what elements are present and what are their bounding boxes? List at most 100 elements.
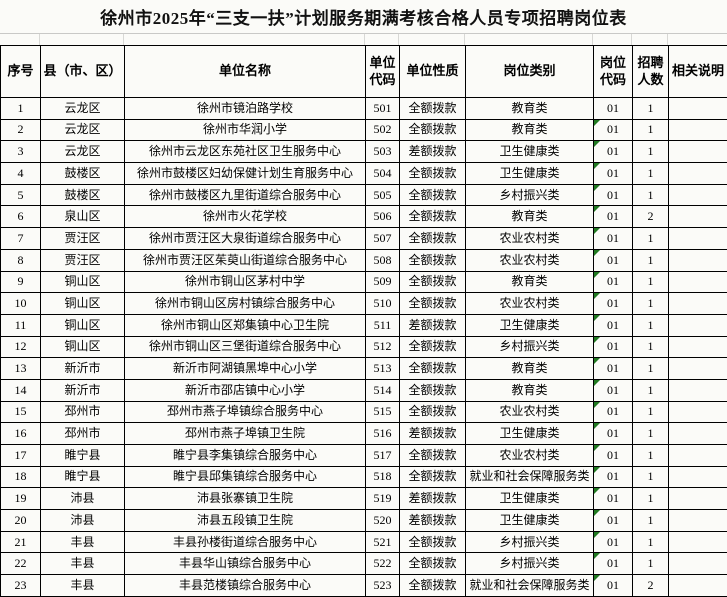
cell-unit-code: 517 bbox=[365, 444, 400, 467]
cell-unit-name: 新沂市邵店镇中心小学 bbox=[124, 378, 366, 402]
cell-no: 23 bbox=[0, 574, 41, 597]
cell-unit-name: 睢宁县李集镇综合服务中心 bbox=[124, 444, 366, 467]
cell-district: 铜山区 bbox=[40, 335, 125, 359]
cell-district: 丰县 bbox=[40, 552, 125, 576]
cell-category: 农业农村类 bbox=[465, 227, 594, 250]
cell-nature: 全额拨款 bbox=[399, 183, 466, 207]
cell-unit-code: 516 bbox=[365, 422, 400, 445]
cell-unit-name: 徐州市贾汪区茱萸山街道综合服务中心 bbox=[124, 248, 366, 272]
green-triangle-marker-icon bbox=[594, 206, 600, 213]
cell-district: 云龙区 bbox=[40, 97, 125, 120]
cell-category: 教育类 bbox=[465, 97, 594, 120]
cell-post-code: 01 bbox=[593, 97, 633, 120]
cell-nature: 全额拨款 bbox=[399, 574, 466, 597]
column-header-category: 岗位类别 bbox=[465, 45, 594, 98]
gridline-cell bbox=[0, 34, 40, 45]
cell-unit-name: 新沂市阿湖镇黑埠中心小学 bbox=[124, 357, 366, 380]
cell-count: 1 bbox=[632, 552, 669, 576]
post-code-value: 01 bbox=[607, 339, 619, 354]
cell-unit-name: 丰县华山镇综合服务中心 bbox=[124, 552, 366, 576]
cell-count: 1 bbox=[632, 378, 669, 402]
cell-note bbox=[668, 227, 727, 250]
cell-post-code: 01 bbox=[593, 487, 633, 511]
cell-no: 14 bbox=[0, 378, 41, 402]
table-row: 9 铜山区 徐州市铜山区茅村中学 509 全额拨款 教育类 01 1 bbox=[0, 270, 727, 294]
cell-post-code: 01 bbox=[593, 118, 633, 142]
cell-note bbox=[668, 162, 727, 185]
table-row: 10 铜山区 徐州市铜山区房村镇综合服务中心 510 全额拨款 农业农村类 01… bbox=[0, 292, 727, 315]
post-code-value: 01 bbox=[607, 512, 619, 527]
cell-unit-name: 邳州市燕子埠镇综合服务中心 bbox=[124, 400, 366, 424]
cell-post-code: 01 bbox=[593, 552, 633, 576]
table-row: 3 云龙区 徐州市云龙区东苑社区卫生服务中心 503 差额拨款 卫生健康类 01… bbox=[0, 140, 727, 164]
cell-unit-code: 520 bbox=[365, 509, 400, 532]
cell-district: 贾汪区 bbox=[40, 227, 125, 250]
cell-district: 铜山区 bbox=[40, 292, 125, 315]
cell-note bbox=[668, 357, 727, 380]
cell-no: 3 bbox=[0, 140, 41, 164]
cell-no: 5 bbox=[0, 183, 41, 207]
table-row: 15 邳州市 邳州市燕子埠镇综合服务中心 515 全额拨款 农业农村类 01 1 bbox=[0, 400, 727, 424]
cell-count: 1 bbox=[632, 227, 669, 250]
cell-count: 2 bbox=[632, 574, 669, 597]
green-triangle-marker-icon bbox=[594, 575, 600, 582]
cell-district: 邳州市 bbox=[40, 422, 125, 445]
cell-post-code: 01 bbox=[593, 270, 633, 294]
cell-no: 17 bbox=[0, 444, 41, 467]
cell-district: 鼓楼区 bbox=[40, 183, 125, 207]
post-code-value: 01 bbox=[607, 252, 619, 267]
cell-unit-name: 徐州市镜泊路学校 bbox=[124, 97, 366, 120]
cell-count: 1 bbox=[632, 530, 669, 554]
cell-category: 教育类 bbox=[465, 270, 594, 294]
green-triangle-marker-icon bbox=[594, 510, 600, 517]
cell-post-code: 01 bbox=[593, 205, 633, 229]
cell-note bbox=[668, 248, 727, 272]
cell-count: 1 bbox=[632, 509, 669, 532]
cell-district: 鼓楼区 bbox=[40, 162, 125, 185]
recruitment-positions-table: 序号 县（市、区） 单位名称 单位 代码 单位性质 岗位类别 岗位 代码 招聘 … bbox=[0, 45, 727, 597]
cell-district: 邳州市 bbox=[40, 400, 125, 424]
cell-unit-code: 522 bbox=[365, 552, 400, 576]
cell-note bbox=[668, 335, 727, 359]
cell-post-code: 01 bbox=[593, 248, 633, 272]
green-triangle-marker-icon bbox=[594, 553, 600, 560]
cell-post-code: 01 bbox=[593, 140, 633, 164]
column-header-no: 序号 bbox=[0, 45, 41, 98]
cell-nature: 全额拨款 bbox=[399, 205, 466, 229]
cell-category: 乡村振兴类 bbox=[465, 183, 594, 207]
table-row: 19 沛县 沛县张寨镇卫生院 519 差额拨款 卫生健康类 01 1 bbox=[0, 487, 727, 511]
cell-post-code: 01 bbox=[593, 357, 633, 380]
cell-unit-code: 502 bbox=[365, 118, 400, 142]
cell-post-code: 01 bbox=[593, 465, 633, 489]
cell-post-code: 01 bbox=[593, 444, 633, 467]
table-row: 11 铜山区 徐州市铜山区郑集镇中心卫生院 511 差额拨款 卫生健康类 01 … bbox=[0, 313, 727, 337]
post-code-value: 01 bbox=[607, 577, 619, 592]
cell-category: 卫生健康类 bbox=[465, 313, 594, 337]
cell-category: 农业农村类 bbox=[465, 444, 594, 467]
cell-no: 7 bbox=[0, 227, 41, 250]
green-triangle-marker-icon bbox=[594, 163, 600, 170]
cell-no: 19 bbox=[0, 487, 41, 511]
cell-note bbox=[668, 118, 727, 142]
cell-count: 1 bbox=[632, 400, 669, 424]
green-triangle-marker-icon bbox=[594, 141, 600, 148]
spreadsheet-gridline-row bbox=[0, 33, 727, 45]
cell-district: 丰县 bbox=[40, 530, 125, 554]
cell-category: 乡村振兴类 bbox=[465, 530, 594, 554]
cell-post-code: 01 bbox=[593, 227, 633, 250]
green-triangle-marker-icon bbox=[594, 228, 600, 235]
cell-unit-code: 503 bbox=[365, 140, 400, 164]
column-header-unit: 单位名称 bbox=[124, 45, 366, 98]
cell-district: 睢宁县 bbox=[40, 465, 125, 489]
header-row: 序号 县（市、区） 单位名称 单位 代码 单位性质 岗位类别 岗位 代码 招聘 … bbox=[0, 45, 727, 98]
cell-unit-name: 徐州市鼓楼区妇幼保健计划生育服务中心 bbox=[124, 162, 366, 185]
cell-district: 铜山区 bbox=[40, 313, 125, 337]
column-header-nature: 单位性质 bbox=[399, 45, 466, 98]
cell-unit-code: 509 bbox=[365, 270, 400, 294]
cell-count: 1 bbox=[632, 270, 669, 294]
cell-category: 教育类 bbox=[465, 357, 594, 380]
cell-district: 沛县 bbox=[40, 509, 125, 532]
cell-unit-name: 徐州市铜山区茅村中学 bbox=[124, 270, 366, 294]
green-triangle-marker-icon bbox=[594, 293, 600, 300]
cell-note bbox=[668, 400, 727, 424]
